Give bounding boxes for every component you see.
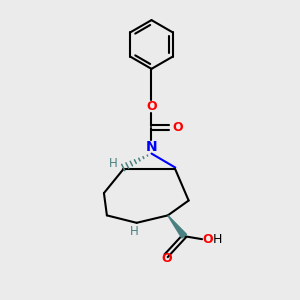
Text: O: O <box>202 233 213 246</box>
Text: H: H <box>110 158 118 170</box>
Text: O: O <box>146 100 157 113</box>
Text: H: H <box>130 225 139 238</box>
Text: H: H <box>213 233 222 246</box>
Text: O: O <box>172 121 183 134</box>
Text: O: O <box>161 252 172 265</box>
Polygon shape <box>168 215 187 238</box>
Text: N: N <box>146 140 157 154</box>
